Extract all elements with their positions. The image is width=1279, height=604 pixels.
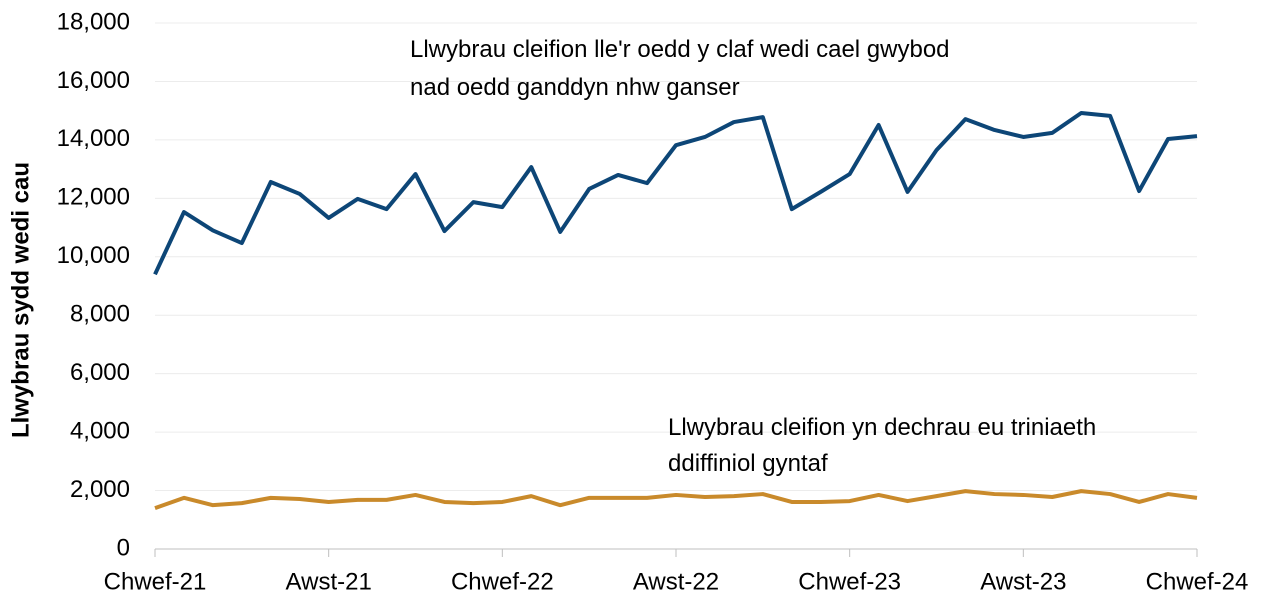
y-tick-label: 0 (117, 534, 130, 561)
y-tick-label: 10,000 (57, 242, 130, 269)
y-tick-label: 2,000 (70, 476, 130, 503)
x-tick-label: Chwef-23 (798, 568, 901, 595)
annotation: Llwybrau cleifion lle'r oedd y claf wedi… (410, 36, 950, 101)
y-tick-label: 16,000 (57, 67, 130, 94)
y-axis-label: Llwybrau sydd wedi cau (7, 162, 34, 438)
x-tick-label: Awst-21 (286, 568, 372, 595)
y-tick-label: 18,000 (57, 8, 130, 35)
x-tick-label: Awst-22 (633, 568, 719, 595)
y-tick-label: 12,000 (57, 184, 130, 211)
y-tick-label: 8,000 (70, 301, 130, 328)
x-tick-label: Awst-23 (980, 568, 1066, 595)
y-tick-label: 6,000 (70, 359, 130, 386)
y-tick-label: 14,000 (57, 125, 130, 152)
series-line (154, 489, 1198, 510)
x-tick-label: Chwef-21 (104, 568, 207, 595)
annotation: Llwybrau cleifion yn dechrau eu triniaet… (668, 414, 1097, 477)
x-tick-label: Chwef-22 (451, 568, 554, 595)
x-tick-label: Chwef-24 (1146, 568, 1249, 595)
y-tick-label: 4,000 (70, 417, 130, 444)
series-line (153, 111, 1198, 276)
